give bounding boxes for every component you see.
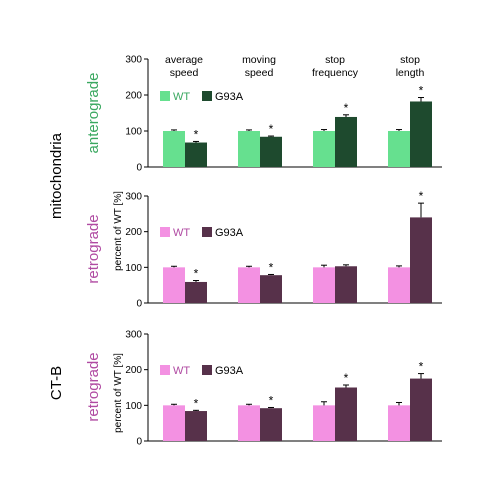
y-tick-label: 100 [125, 127, 142, 138]
bar-g93a [410, 101, 432, 167]
legend-swatch-g93a [202, 227, 212, 237]
bar-g93a [410, 378, 432, 441]
panel-label: anterograde [85, 73, 102, 154]
bar-wt [313, 405, 335, 441]
row-label-ctb: CT-B [48, 366, 65, 400]
bar-wt [388, 405, 410, 441]
bar-wt [238, 405, 260, 441]
bar-wt [238, 131, 260, 167]
bar-wt [313, 267, 335, 303]
y-tick-label: 100 [125, 401, 142, 412]
column-header-line2: length [396, 67, 425, 79]
significance-star: * [194, 396, 199, 410]
significance-star: * [269, 393, 274, 407]
significance-star: * [344, 101, 349, 115]
significance-star: * [269, 260, 274, 274]
bar-g93a [335, 387, 357, 441]
legend-swatch-g93a [202, 365, 212, 375]
significance-star: * [194, 127, 199, 141]
column-header-line2: speed [245, 67, 274, 79]
y-tick-label: 0 [136, 163, 142, 174]
significance-star: * [419, 189, 424, 203]
bar-g93a [335, 116, 357, 167]
legend-label-wt: WT [173, 365, 190, 377]
y-tick-label: 100 [125, 263, 142, 274]
y-tick-label: 200 [125, 227, 142, 238]
row-label-mitochondria: mitochondria [48, 132, 65, 219]
bar-wt [163, 131, 185, 167]
y-tick-label: 300 [125, 330, 142, 341]
panel-label: retrograde [85, 214, 102, 283]
bar-g93a [260, 275, 282, 303]
panel-label: retrograde [85, 352, 102, 421]
significance-star: * [269, 122, 274, 136]
legend-label-g93a: G93A [215, 91, 244, 103]
legend-label-g93a: G93A [215, 227, 244, 239]
legend-label-wt: WT [173, 227, 190, 239]
column-header-line1: average [165, 54, 203, 66]
chart-panel-mito-anterograde: anterograde 0 100 200 300 * * * * WT G93A [85, 55, 442, 174]
legend-swatch-g93a [202, 91, 212, 101]
column-header-line1: stop [325, 54, 345, 66]
y-axis-label: percent of WT [%] [113, 353, 124, 433]
y-tick-label: 0 [136, 437, 142, 448]
y-tick-label: 0 [136, 299, 142, 310]
y-tick-label: 200 [125, 91, 142, 102]
bar-wt [163, 405, 185, 441]
bar-wt [163, 267, 185, 303]
bar-g93a [260, 408, 282, 441]
bar-g93a [335, 266, 357, 303]
bar-wt [313, 131, 335, 167]
y-axis-label: percent of WT [%] [113, 191, 124, 271]
column-header-line1: moving [242, 54, 276, 66]
column-header-line1: stop [400, 54, 420, 66]
legend-swatch-wt [160, 91, 170, 101]
bar-wt [388, 267, 410, 303]
y-tick-label: 300 [125, 192, 142, 203]
bar-wt [388, 131, 410, 167]
legend-swatch-wt [160, 365, 170, 375]
column-headers: average speed moving speed stop frequenc… [165, 54, 424, 79]
column-header-line2: frequency [312, 67, 359, 79]
y-tick-label: 200 [125, 365, 142, 376]
bar-g93a [185, 411, 207, 441]
chart-panel-ctb-retrograde: retrograde 0 100 200 300 percent of WT [%] * * *… [85, 330, 442, 448]
bar-wt [238, 267, 260, 303]
significance-star: * [194, 267, 199, 281]
column-header-line2: speed [170, 67, 199, 79]
bar-g93a [185, 281, 207, 303]
legend-swatch-wt [160, 227, 170, 237]
significance-star: * [419, 84, 424, 98]
significance-star: * [419, 360, 424, 374]
y-tick-label: 300 [125, 55, 142, 66]
bar-g93a [410, 217, 432, 303]
legend-label-g93a: G93A [215, 365, 244, 377]
legend-label-wt: WT [173, 91, 190, 103]
significance-star: * [344, 371, 349, 385]
bar-g93a [260, 136, 282, 167]
bar-g93a [185, 142, 207, 167]
